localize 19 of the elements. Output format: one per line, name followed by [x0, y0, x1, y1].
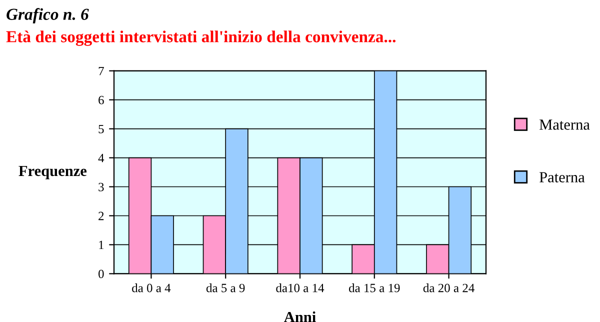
legend-label: Materna: [540, 120, 590, 130]
x-tick-label: da 15 a 19: [348, 283, 400, 292]
y-tick-label: 1: [99, 240, 104, 250]
y-tick-label: 2: [98, 212, 104, 220]
y-tick-label: 0: [98, 270, 104, 278]
y-tick-label: 6: [98, 96, 104, 104]
chart-subtitle: Età dei soggetti intervistati all'inizio della convivenza...: [6, 30, 396, 46]
legend-label: Paterna: [540, 172, 585, 182]
x-tick-label: da10 a 14: [276, 283, 324, 292]
chart-title: Grafico n. 6: [6, 8, 89, 24]
y-tick-label: 7: [98, 66, 104, 76]
x-tick-label: da 0 a 4: [132, 283, 171, 292]
x-tick-label: da 20 a 24: [423, 283, 474, 292]
x-axis-title: Anni: [284, 311, 316, 322]
y-tick-label: 3: [98, 182, 104, 192]
y-axis-title: Frequenze: [18, 166, 87, 180]
y-tick-label: 5: [98, 124, 104, 134]
y-tick-label: 4: [98, 154, 104, 162]
x-tick-label: da 5 a 9: [206, 283, 245, 292]
